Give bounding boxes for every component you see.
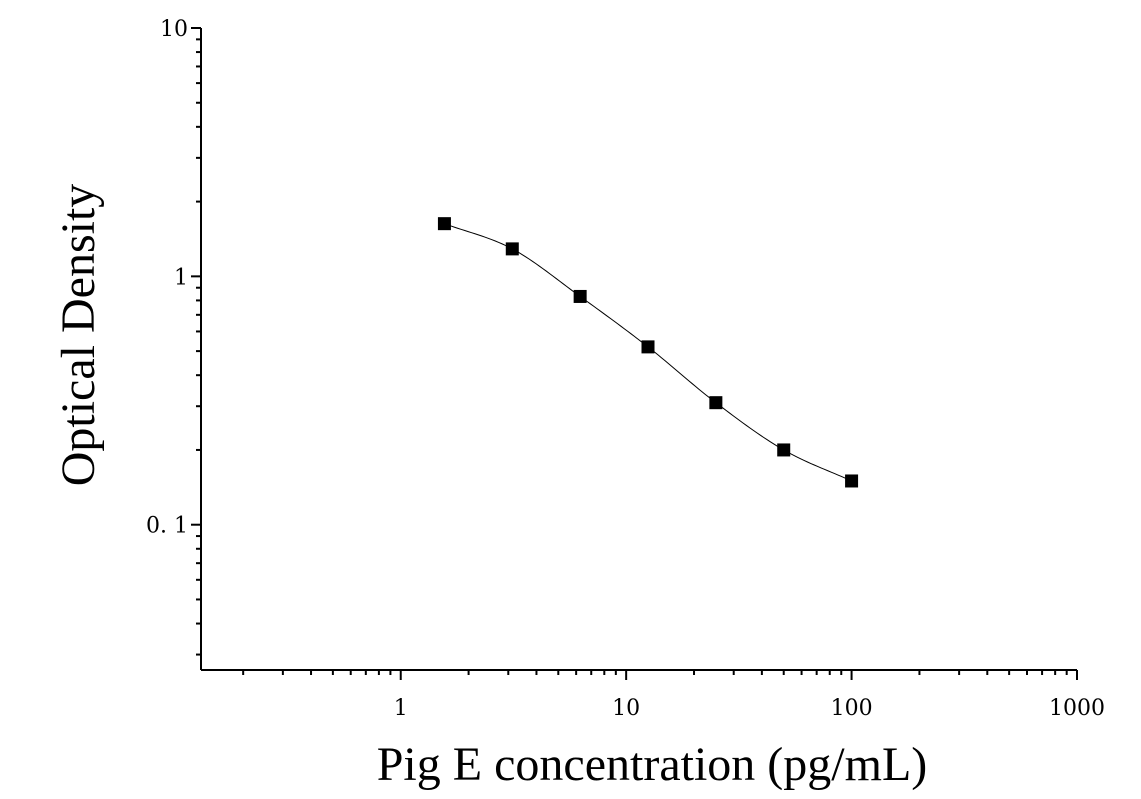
data-point (505, 242, 519, 256)
x-tick-label: 1000 (1049, 696, 1105, 721)
data-point (437, 217, 451, 231)
data-markers (437, 217, 859, 488)
data-point (641, 340, 655, 354)
data-point (709, 396, 723, 410)
axes (200, 28, 1077, 671)
x-ticks (242, 670, 1078, 680)
y-tick-label: 0. 1 (146, 514, 188, 539)
data-point (573, 289, 587, 303)
y-ticks (191, 27, 201, 656)
data-point (777, 443, 791, 457)
x-tick-label: 1 (394, 696, 408, 721)
y-tick-label: 10 (160, 17, 188, 42)
x-tick-label: 10 (612, 696, 640, 721)
x-tick-label: 100 (831, 696, 873, 721)
x-axis-title: Pig E concentration (pg/mL) (377, 738, 928, 791)
data-point (845, 474, 859, 488)
x-tick-labels: 1 10 100 1000 (394, 696, 1105, 721)
y-tick-labels: 0. 1 1 10 (146, 17, 188, 539)
y-tick-label: 1 (174, 265, 188, 290)
y-axis-title: Optical Density (52, 184, 105, 487)
